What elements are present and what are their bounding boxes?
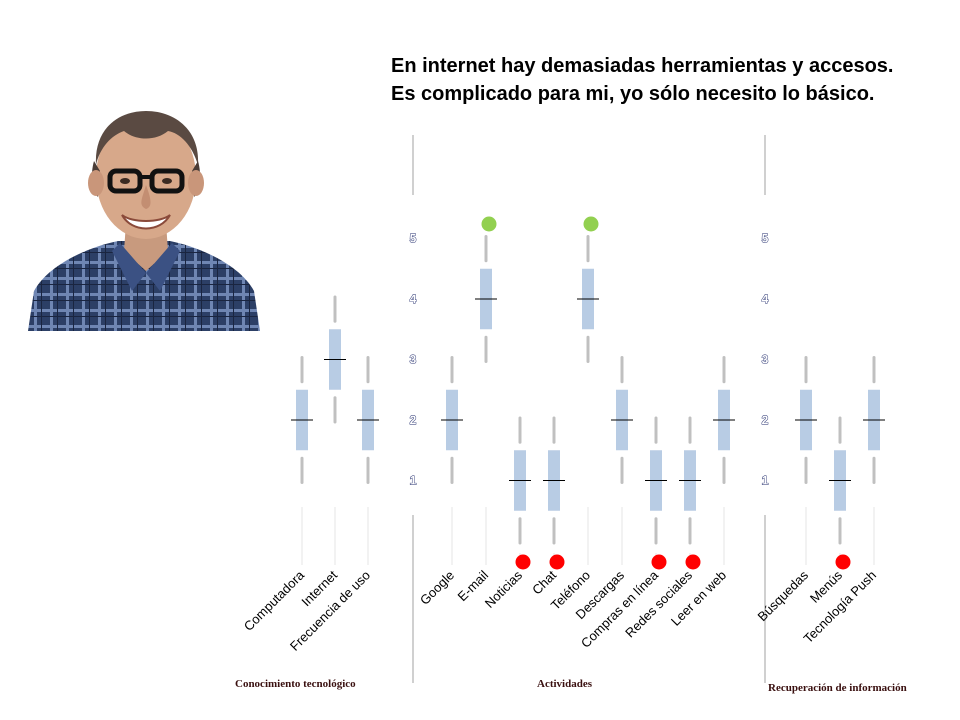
group-label-actividades: Actividades xyxy=(537,678,592,690)
person-portrait-icon xyxy=(28,95,260,331)
category-label: Noticias xyxy=(482,567,526,611)
y-tick-label: 4 xyxy=(762,292,769,306)
category-label: Búsquedas xyxy=(755,567,812,624)
y-tick-label: 3 xyxy=(410,353,417,367)
outlier-low-dot xyxy=(685,554,701,570)
quote-line-1: En internet hay demasiadas herramientas … xyxy=(391,55,894,77)
category-label: Google xyxy=(417,568,457,608)
quote-text: En internet hay demasiadas herramientas … xyxy=(391,52,893,108)
outlier-high-dot xyxy=(583,216,599,232)
group-label-recuperacion: Recuperación de información xyxy=(768,682,907,694)
group-label-conocimiento: Conocimiento tecnológico xyxy=(235,678,356,690)
y-tick-label: 5 xyxy=(762,232,769,246)
y-tick-label: 1 xyxy=(410,474,417,488)
outlier-low-dot xyxy=(515,554,531,570)
outlier-low-dot xyxy=(835,554,851,570)
y-tick-label: 2 xyxy=(762,413,769,427)
outlier-high-dot xyxy=(481,216,497,232)
y-tick-label: 3 xyxy=(762,353,769,367)
y-tick-label: 2 xyxy=(410,413,417,427)
outlier-low-dot xyxy=(549,554,565,570)
y-tick-label: 4 xyxy=(410,292,417,306)
category-label: Computadora xyxy=(241,567,308,634)
y-tick-label: 5 xyxy=(410,232,417,246)
quote-line-2: Es complicado para mi, yo sólo necesito … xyxy=(391,83,875,105)
y-tick-label: 1 xyxy=(762,474,769,488)
outlier-low-dot xyxy=(651,554,667,570)
category-label: Chat xyxy=(529,567,559,597)
